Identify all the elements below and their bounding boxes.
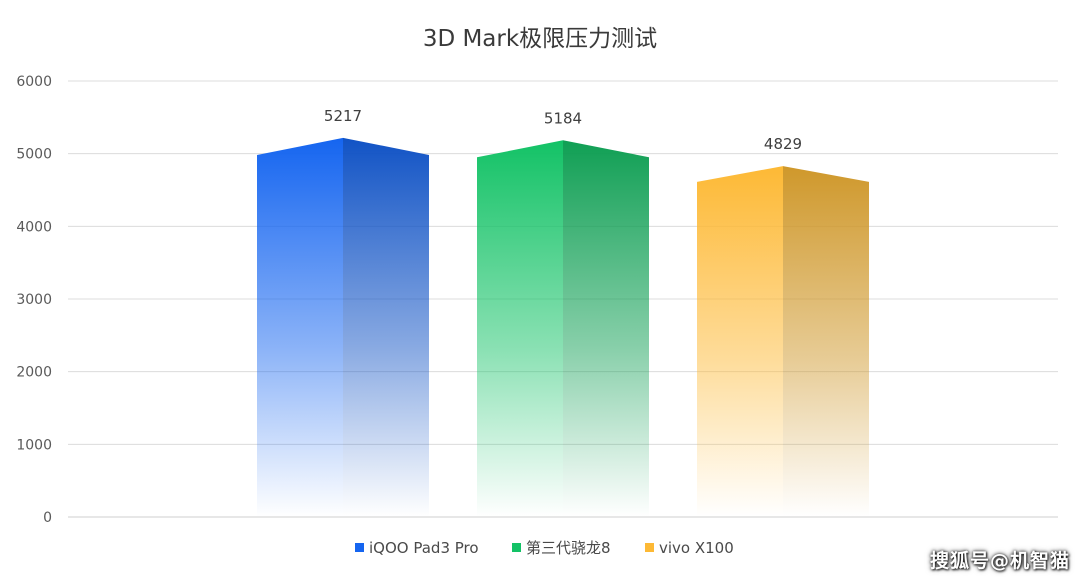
data-label: 5184 (544, 109, 582, 127)
data-label: 4829 (764, 135, 802, 153)
y-tick-label: 2000 (16, 365, 52, 381)
legend-item: 第三代骁龙8 (512, 539, 611, 557)
legend-swatch (355, 543, 364, 552)
watermark: 搜狐号@机智猫 (929, 550, 1070, 572)
bar-face-left (697, 166, 783, 518)
y-tick-label: 1000 (16, 437, 52, 453)
legend-swatch (645, 543, 654, 552)
legend-item: iQOO Pad3 Pro (355, 539, 479, 557)
bar-face-right (343, 137, 429, 517)
legend-item: vivo X100 (645, 539, 734, 557)
bars (257, 137, 869, 518)
legend-swatch (512, 543, 521, 552)
bar (697, 166, 869, 518)
y-tick-label: 6000 (16, 74, 52, 90)
y-tick-label: 4000 (16, 219, 52, 235)
data-labels: 5217 5184 4829 (324, 107, 802, 153)
y-tick-label: 5000 (16, 147, 52, 163)
legend-label: iQOO Pad3 Pro (369, 539, 479, 557)
legend-label: 第三代骁龙8 (526, 539, 611, 557)
bar-face-left (477, 140, 563, 517)
legend: iQOO Pad3 Pro 第三代骁龙8 vivo X100 (355, 539, 734, 557)
bar (477, 140, 649, 517)
chart-title: 3D Mark极限压力测试 (423, 26, 657, 52)
bar (257, 137, 429, 517)
y-tick-label: 0 (43, 510, 52, 526)
y-axis-tick-labels: 0 1000 2000 3000 4000 5000 6000 (16, 74, 52, 526)
bar-face-right (783, 166, 869, 518)
legend-label: vivo X100 (659, 539, 734, 557)
data-label: 5217 (324, 107, 362, 125)
bar-face-right (563, 140, 649, 517)
bar-face-left (257, 137, 343, 517)
y-tick-label: 3000 (16, 292, 52, 308)
